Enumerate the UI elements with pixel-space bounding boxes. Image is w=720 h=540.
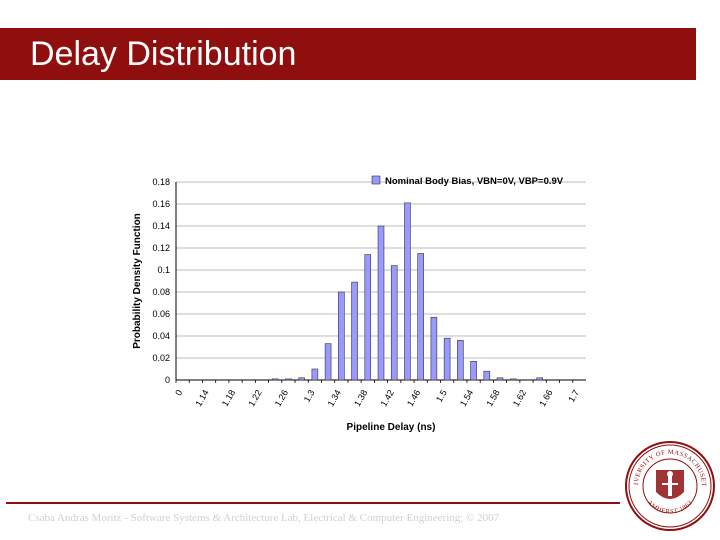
y-tick-label: 0.14 — [152, 221, 170, 231]
bar — [417, 253, 424, 381]
x-tick-label: 1.62 — [511, 388, 528, 408]
x-tick-label: 1.54 — [458, 388, 475, 408]
bar — [457, 340, 464, 381]
x-tick-label: 1.7 — [566, 388, 581, 404]
footer-divider — [6, 502, 620, 504]
x-tick-label: 1.26 — [273, 388, 290, 408]
y-axis-title: Probability Density Function — [132, 213, 143, 349]
x-tick-label: 1.38 — [352, 388, 369, 408]
y-tick-label: 0.16 — [152, 199, 170, 209]
delay-distribution-chart: 0 0.02 0.04 0.06 0.08 0.1 0.12 0.14 0.16 0.18 0 1.1… — [132, 175, 586, 433]
x-tick-label: 1.14 — [193, 388, 210, 408]
x-tick-label: 1.66 — [537, 388, 554, 408]
bar — [324, 343, 332, 381]
y-tick-label: 0 — [165, 375, 170, 385]
bar — [430, 317, 438, 381]
footer-credit: Csaba Andras Moritz - Software Systems &… — [28, 512, 500, 524]
slide-title: Delay Distribution — [30, 35, 297, 73]
bar — [285, 378, 292, 381]
bar — [298, 377, 305, 381]
x-axis-title: Pipeline Delay (ns) — [347, 422, 436, 433]
bar — [364, 254, 372, 381]
y-tick-label: 0.02 — [152, 353, 170, 363]
x-tick-label: 1.22 — [246, 388, 263, 408]
bar — [311, 368, 319, 381]
bar — [470, 361, 477, 381]
bar — [351, 281, 358, 381]
x-tick-label: 1.42 — [379, 388, 396, 408]
bar — [377, 225, 385, 381]
bar — [509, 378, 517, 381]
x-tick-label: 1.46 — [405, 388, 422, 408]
y-tick-label: 0.12 — [152, 243, 170, 253]
bar — [404, 202, 411, 381]
legend-label: Nominal Body Bias, VBN=0V, VBP=0.9V — [385, 176, 564, 187]
x-tick-label: 1.58 — [484, 388, 501, 408]
x-tick-label: 1.34 — [326, 388, 343, 408]
y-tick-label: 0.18 — [152, 177, 170, 187]
bar — [536, 377, 543, 381]
bar — [443, 337, 451, 381]
y-tick-label: 0.04 — [152, 331, 170, 341]
umass-seal-logo: UNIVERSITY OF MASSACHUSETTS AMHERST 1863 — [624, 440, 715, 531]
bar — [496, 377, 504, 381]
x-tick-label: 1.3 — [302, 388, 317, 404]
title-bar: Delay Distribution — [0, 28, 696, 80]
x-tick-label: 1.18 — [220, 388, 237, 408]
bar — [271, 378, 279, 381]
x-tick-label: 0 — [173, 388, 184, 397]
bar — [338, 291, 345, 381]
y-tick-label: 0.08 — [152, 287, 170, 297]
bar — [390, 265, 398, 381]
y-tick-label: 0.06 — [152, 309, 170, 319]
x-tick-label: 1.5 — [434, 388, 449, 404]
legend-swatch — [371, 175, 381, 185]
bar — [483, 370, 491, 381]
y-tick-label: 0.1 — [157, 265, 170, 275]
